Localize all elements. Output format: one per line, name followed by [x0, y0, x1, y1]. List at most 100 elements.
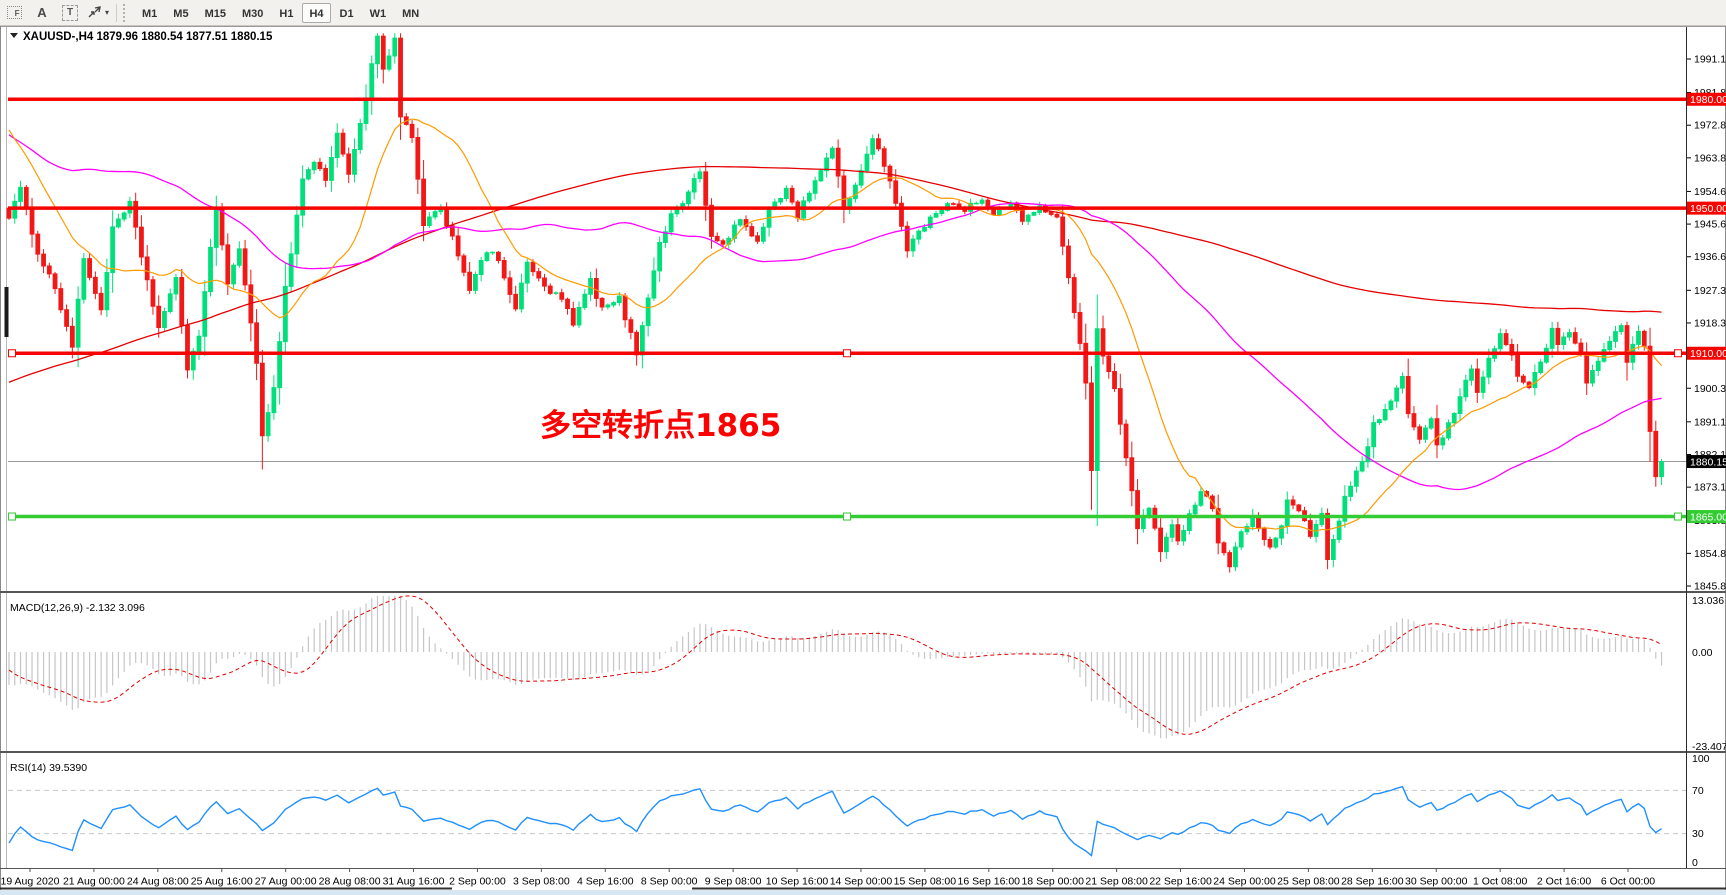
time-tick-label: 25 Aug 16:00	[191, 876, 253, 888]
price-tick-label: 1936.60	[1694, 251, 1726, 263]
arrow-objects-button[interactable]: ▾	[85, 1, 111, 25]
ma-medium-line	[8, 134, 1662, 491]
macd-scale-label: -23.407	[1692, 741, 1726, 753]
line-handle[interactable]	[8, 512, 16, 521]
price-badge-label: 1980.00	[1690, 94, 1726, 106]
timeframe-buttons: M1 M5 M15 M30 H1 H4 D1 W1 MN	[134, 0, 427, 26]
price-badge-label: 1910.00	[1690, 348, 1726, 360]
rsi-pane[interactable]	[8, 785, 1686, 857]
time-tick-label: 18 Sep 00:00	[1021, 876, 1084, 888]
price-badge-1980.00	[1687, 92, 1726, 106]
ma-fast-line	[8, 118, 1662, 532]
timeframe-button-w1[interactable]: W1	[369, 7, 387, 20]
left-edge-marker	[4, 287, 9, 337]
price-badge-label: 1950.00	[1690, 203, 1726, 215]
price-tick-label: 1991.10	[1694, 54, 1726, 66]
price-tick-label: 1945.60	[1694, 219, 1726, 231]
toolbar-grip[interactable]	[123, 3, 129, 22]
price-tick-label: 1900.35	[1694, 383, 1726, 395]
candlesticks[interactable]	[6, 33, 1664, 573]
price-tick-label: 1927.35	[1694, 285, 1726, 297]
timeframe-button-h1[interactable]: H1	[279, 7, 294, 20]
time-axis[interactable]: 19 Aug 2020 21 Aug 00:00 24 Aug 08:00 25 Au…	[1, 868, 1656, 888]
time-tick-label: 22 Sep 16:00	[1149, 876, 1212, 888]
time-tick-label: 19 Aug 2020	[1, 876, 60, 888]
time-tick-label: 4 Sep 16:00	[577, 876, 634, 888]
timeframe-button-h4[interactable]: H4	[302, 2, 331, 23]
time-tick-label: 21 Aug 00:00	[63, 876, 125, 888]
price-tick-label: 1972.85	[1694, 120, 1726, 132]
price-badge-1950.00	[1687, 201, 1726, 215]
time-tick-label: 21 Sep 08:00	[1085, 876, 1148, 888]
line-handle[interactable]	[1674, 349, 1682, 358]
price-tick-label: 1954.60	[1694, 186, 1726, 198]
price-badge-1880.15	[1687, 455, 1726, 469]
macd-scale-label: 13.036	[1692, 595, 1724, 607]
moving-averages	[8, 118, 1662, 532]
time-tick-label: 27 Aug 00:00	[255, 876, 317, 888]
macd-histogram	[8, 596, 1663, 739]
window-bottom-strip	[0, 890, 1726, 895]
timeframe-button-m1[interactable]: M1	[142, 7, 158, 20]
time-tick-label: 1 Oct 08:00	[1473, 876, 1527, 888]
rsi-indicator-label: RSI(14) 39.5390	[10, 762, 87, 774]
line-handle[interactable]	[8, 349, 16, 358]
horizontal-line-objects[interactable]	[8, 97, 1686, 521]
time-tick-label: 16 Sep 16:00	[958, 876, 1021, 888]
time-tick-label: 28 Sep 16:00	[1341, 876, 1404, 888]
price-axis[interactable]: 1991.101981.851972.851963.851954.601945.…	[1687, 54, 1726, 870]
price-badge-1865.00	[1687, 510, 1726, 524]
text-tool-button[interactable]: T	[57, 1, 83, 25]
time-tick-label: 2 Sep 00:00	[449, 876, 506, 888]
timeframe-button-mn[interactable]: MN	[402, 7, 420, 20]
time-tick-label: 2 Oct 16:00	[1537, 876, 1591, 888]
time-tick-label: 24 Aug 08:00	[127, 876, 189, 888]
rsi-scale-label: 70	[1692, 785, 1704, 797]
line-handle[interactable]	[1674, 512, 1682, 521]
h-scrollbar[interactable]	[0, 887, 452, 890]
time-tick-label: 28 Aug 08:00	[319, 876, 381, 888]
price-tick-label: 1891.10	[1694, 416, 1726, 428]
timeframe-button-d1[interactable]: D1	[339, 7, 354, 20]
price-tick-label: 1854.85	[1694, 548, 1726, 560]
timeframe-button-m30[interactable]: M30	[241, 7, 264, 20]
time-tick-label: 14 Sep 00:00	[830, 876, 893, 888]
price-badge-label: 1865.00	[1690, 511, 1726, 523]
text-annotation[interactable]: 多空转折点1865	[540, 408, 781, 444]
macd-pane[interactable]	[8, 595, 1663, 739]
symbol-dropdown-icon[interactable]	[10, 33, 18, 38]
ma-slow-line	[8, 165, 1662, 383]
line-handle[interactable]	[843, 349, 851, 358]
text-t-icon: T	[62, 4, 78, 21]
toolbar-separator	[116, 3, 117, 22]
chart-title-ohlc: XAUUSD-,H4 1879.96 1880.54 1877.51 1880.…	[23, 31, 273, 43]
macd-indicator-label: MACD(12,26,9) -2.132 3.096	[10, 602, 145, 614]
time-tick-label: 10 Sep 16:00	[766, 876, 829, 888]
chart-templates-button[interactable]: F	[1, 1, 27, 25]
bear-candles	[6, 33, 1659, 573]
price-tick-label: 1873.10	[1694, 482, 1726, 494]
timeframe-button-m15[interactable]: M15	[204, 7, 226, 20]
macd-scale-label: 0.00	[1692, 647, 1713, 659]
chevron-down-icon: ▾	[104, 8, 109, 17]
price-tick-label: 1963.85	[1694, 152, 1726, 164]
price-tick-label: 1918.35	[1694, 317, 1726, 329]
timeframe-button-m5[interactable]: M5	[173, 7, 189, 20]
time-tick-label: 25 Sep 08:00	[1277, 876, 1340, 888]
time-tick-label: 3 Sep 08:00	[513, 876, 570, 888]
templates-grid-icon: F	[6, 6, 22, 19]
time-tick-label: 6 Oct 00:00	[1601, 876, 1655, 888]
label-tool-button[interactable]: A	[29, 1, 55, 25]
price-badge-label: 1880.15	[1690, 456, 1726, 468]
toolbar: F A T ▾ M1 M5 M15 M30 H1 H4 D1 W1 MN	[0, 0, 1726, 26]
time-tick-label: 24 Sep 00:00	[1213, 876, 1276, 888]
label-a-icon: A	[37, 5, 47, 20]
arrows-icon	[88, 6, 101, 18]
rsi-scale-label: 0	[1692, 857, 1698, 869]
time-tick-label: 15 Sep 08:00	[894, 876, 957, 888]
price-tick-label: 1845.85	[1694, 581, 1726, 593]
time-tick-label: 9 Sep 08:00	[705, 876, 762, 888]
line-handle[interactable]	[843, 512, 851, 521]
